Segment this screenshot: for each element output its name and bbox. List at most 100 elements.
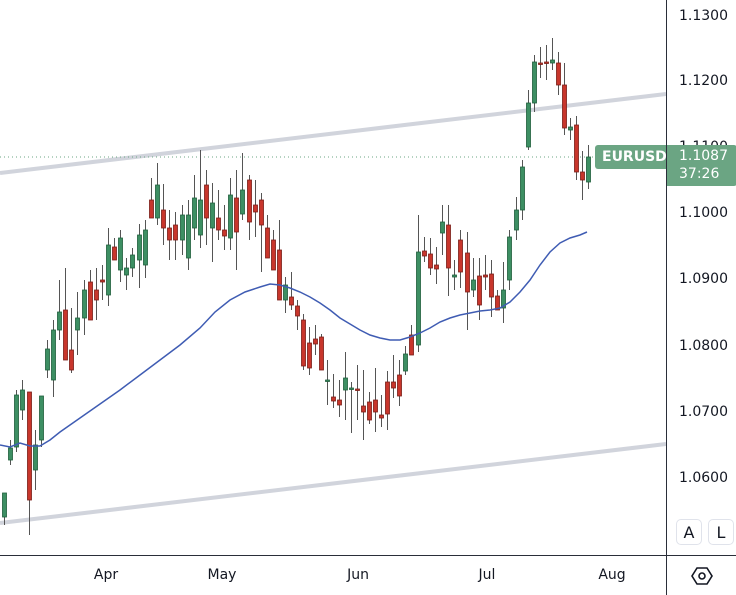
- bullish-candle: [14, 394, 19, 448]
- bullish-candle: [568, 126, 573, 131]
- bearish-candle: [379, 414, 384, 419]
- bullish-candle: [198, 199, 203, 236]
- bearish-candle: [247, 179, 252, 223]
- bullish-candle: [550, 59, 555, 64]
- bullish-candle: [240, 189, 245, 215]
- bullish-candle: [180, 214, 185, 241]
- bullish-candle: [210, 202, 215, 229]
- bullish-candle: [143, 229, 148, 266]
- bearish-candle: [562, 84, 567, 129]
- bullish-candle: [440, 221, 445, 234]
- bearish-candle: [173, 224, 178, 241]
- chart-settings-button[interactable]: [666, 555, 736, 595]
- bearish-candle: [271, 239, 276, 271]
- bearish-candle: [355, 388, 360, 391]
- bullish-candle: [2, 492, 7, 518]
- bullish-candle: [82, 289, 87, 319]
- bearish-candle: [265, 227, 270, 259]
- price-tick: 1.0600: [679, 470, 728, 486]
- bullish-candle: [33, 444, 38, 471]
- bearish-candle: [397, 374, 402, 397]
- bearish-candle: [277, 249, 282, 301]
- candlestick-chart: [0, 38, 667, 535]
- price-tick: 1.1000: [679, 205, 728, 221]
- price-axis[interactable]: 1.1300 1.1200 1.1100 1.1000 1.0900 1.080…: [666, 0, 736, 555]
- bearish-candle: [544, 61, 549, 64]
- bearish-candle: [216, 217, 221, 231]
- time-axis[interactable]: Apr May Jun Jul Aug: [0, 555, 666, 595]
- bullish-candle: [8, 447, 13, 461]
- price-tick: 1.0900: [679, 271, 728, 287]
- bearish-candle: [446, 224, 451, 269]
- bullish-candle: [75, 317, 80, 331]
- upper-channel-line[interactable]: [0, 92, 667, 175]
- bearish-candle: [100, 279, 105, 283]
- bearish-candle: [465, 252, 470, 293]
- bearish-candle: [538, 62, 543, 65]
- bullish-candle: [20, 389, 25, 411]
- bearish-candle: [477, 275, 482, 306]
- bearish-candle: [319, 336, 324, 371]
- bullish-candle: [416, 251, 421, 346]
- bullish-candle: [57, 311, 62, 331]
- bullish-candle: [124, 267, 129, 276]
- bullish-candle: [186, 214, 191, 259]
- bearish-candle: [483, 274, 488, 278]
- bullish-candle: [45, 348, 50, 371]
- bullish-candle: [452, 274, 457, 278]
- time-tick: Jun: [347, 567, 369, 583]
- bearish-candle: [307, 342, 312, 369]
- bullish-candle: [118, 237, 123, 271]
- bearish-candle: [331, 396, 336, 402]
- bullish-candle: [228, 194, 233, 239]
- chart-plot-area[interactable]: EURUSD: [0, 0, 674, 555]
- bearish-candle: [222, 229, 227, 237]
- bearish-candle: [556, 62, 561, 86]
- price-tick: 1.1300: [679, 8, 728, 24]
- bearish-candle: [580, 171, 585, 181]
- bearish-candle: [63, 309, 68, 361]
- bearish-candle: [88, 281, 93, 321]
- bearish-candle: [259, 199, 264, 226]
- last-price-tag: 1.1087 37:26: [667, 145, 736, 186]
- bullish-candle: [343, 377, 348, 391]
- bullish-candle: [325, 379, 330, 382]
- bearish-candle: [428, 253, 433, 269]
- moving-average-line: [0, 231, 588, 448]
- bearish-candle: [391, 381, 396, 389]
- bullish-candle: [349, 387, 354, 390]
- bullish-candle: [192, 197, 197, 229]
- bullish-candle: [403, 353, 408, 372]
- bullish-candle: [526, 102, 531, 148]
- bearish-candle: [385, 381, 390, 415]
- bearish-candle: [313, 338, 318, 345]
- last-price: 1.1087: [679, 148, 728, 164]
- bearish-candle: [422, 250, 427, 257]
- bearish-candle: [361, 405, 366, 413]
- bullish-candle: [520, 166, 525, 211]
- bullish-candle: [283, 284, 288, 301]
- bearish-candle: [301, 319, 306, 367]
- bullish-candle: [137, 234, 142, 261]
- price-tick: 1.1200: [679, 73, 728, 89]
- bullish-candle: [155, 184, 160, 219]
- bearish-candle: [161, 209, 166, 229]
- bullish-candle: [507, 236, 512, 281]
- time-tick: Jul: [478, 567, 496, 583]
- bearish-candle: [337, 399, 342, 406]
- bullish-candle: [501, 289, 506, 309]
- price-tick: 1.0800: [679, 338, 728, 354]
- bullish-candle: [130, 254, 135, 269]
- lower-channel-line[interactable]: [0, 442, 667, 525]
- bearish-candle: [489, 273, 494, 298]
- bullish-candle: [39, 395, 44, 441]
- price-tick: 1.0700: [679, 404, 728, 420]
- bearish-candle: [94, 289, 99, 301]
- bullish-candle: [471, 279, 476, 291]
- log-scale-button[interactable]: L: [708, 519, 734, 545]
- auto-scale-button[interactable]: A: [676, 519, 702, 545]
- bearish-candle: [204, 184, 209, 219]
- bearish-candle: [574, 124, 579, 173]
- bar-countdown: 37:26: [679, 166, 720, 182]
- bearish-candle: [167, 227, 172, 241]
